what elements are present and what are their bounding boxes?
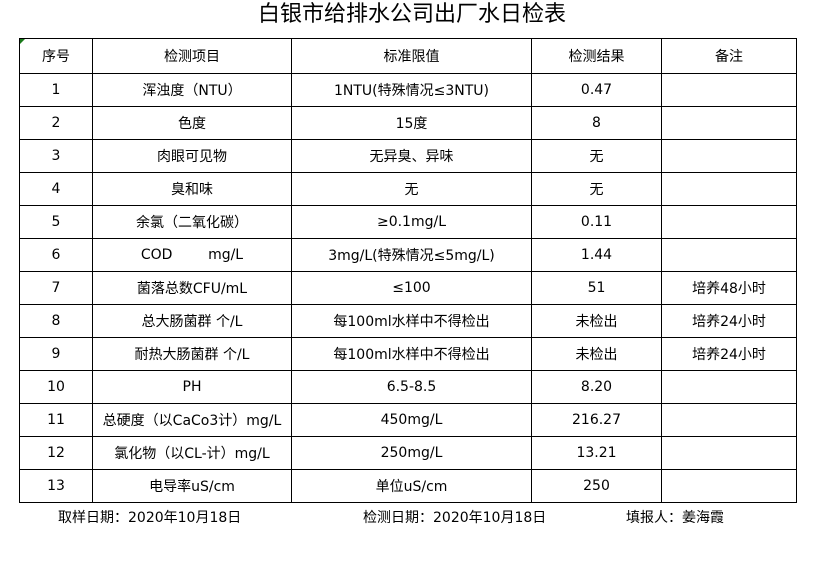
cell-item: 肉眼可见物 [92,139,292,173]
cell-result: 未检出 [531,304,662,338]
cell-result: 0.11 [531,205,662,239]
table-row: 7 菌落总数CFU/mL ≤100 51 培养48小时 [19,271,797,305]
cell-item: 浑浊度（NTU） [92,73,292,107]
cell-item: 余氯（二氧化碳） [92,205,292,239]
cell-result: 无 [531,139,662,173]
table-row: 5 余氯（二氧化碳） ≥0.1mg/L 0.11 [19,205,797,239]
cell-index: 11 [19,403,93,437]
cell-standard: 1NTU(特殊情况≤3NTU) [291,73,532,107]
cell-remark: 培养24小时 [661,304,797,338]
cell-standard: 15度 [291,106,532,140]
table-row: 11 总硬度（以CaCo3计）mg/L 450mg/L 216.27 [19,403,797,437]
cell-standard: 3mg/L(特殊情况≤5mg/L) [291,238,532,272]
cell-standard: 每100ml水样中不得检出 [291,304,532,338]
cell-item: PH [92,370,292,404]
cell-standard: 250mg/L [291,436,532,470]
cell-item: 菌落总数CFU/mL [92,271,292,305]
cell-item: 色度 [92,106,292,140]
header-remark: 备注 [661,38,797,74]
cell-standard: ≥0.1mg/L [291,205,532,239]
table-row: 6 COD mg/L 3mg/L(特殊情况≤5mg/L) 1.44 [19,238,797,272]
table-row: 4 臭和味无无 [19,172,797,206]
cell-standard: 6.5-8.5 [291,370,532,404]
cell-standard: 无异臭、异味 [291,139,532,173]
cell-remark [661,403,797,437]
table-row: 13 电导率uS/cm 单位uS/cm 250 [19,469,797,503]
cell-index: 12 [19,436,93,470]
cell-result: 13.21 [531,436,662,470]
cell-item: 总硬度（以CaCo3计）mg/L [92,403,292,437]
table-row: 10 PH 6.5-8.5 8.20 [19,370,797,404]
table-row: 2 色度 15度 8 [19,106,797,140]
cell-index: 6 [19,238,93,272]
header-row: 序号 检测项目 标准限值 检测结果 备注 [19,38,797,74]
cell-remark [661,139,797,173]
cell-result: 0.47 [531,73,662,107]
cell-remark [661,238,797,272]
header-item: 检测项目 [92,38,292,74]
cell-remark [661,106,797,140]
cell-item: 总大肠菌群 个/L [92,304,292,338]
table-row: 9 耐热大肠菌群 个/L 每100ml水样中不得检出 未检出 培养24小时 [19,337,797,371]
cell-index: 9 [19,337,93,371]
cell-item: COD mg/L [92,238,292,272]
cell-index: 3 [19,139,93,173]
inspection-table: 序号 检测项目 标准限值 检测结果 备注 1 浑浊度（NTU） 1NTU(特殊情况≤3NTU)… [19,38,797,503]
cell-index: 2 [19,106,93,140]
cell-marker-icon [20,39,25,44]
cell-standard: 无 [291,172,532,206]
cell-result: 250 [531,469,662,503]
cell-result: 51 [531,271,662,305]
cell-index: 8 [19,304,93,338]
cell-remark: 培养24小时 [661,337,797,371]
sampling-date: 取样日期：2020年10月18日 [58,510,242,526]
cell-remark [661,172,797,206]
page-title: 白银市给排水公司出厂水日检表 [257,2,566,27]
test-date: 检测日期：2020年10月18日 [363,510,547,526]
header-standard: 标准限值 [291,38,532,74]
cell-item: 氯化物（以CL-计）mg/L [92,436,292,470]
cell-remark: 培养48小时 [661,271,797,305]
cell-index: 5 [19,205,93,239]
cell-index: 1 [19,73,93,107]
cell-standard: 450mg/L [291,403,532,437]
cell-result: 无 [531,172,662,206]
cell-result: 未检出 [531,337,662,371]
cell-item: 电导率uS/cm [92,469,292,503]
cell-index: 7 [19,271,93,305]
table-row: 8 总大肠菌群 个/L 每100ml水样中不得检出 未检出 培养24小时 [19,304,797,338]
cell-index: 13 [19,469,93,503]
cell-index: 10 [19,370,93,404]
cell-remark [661,205,797,239]
header-index: 序号 [19,38,93,74]
cell-standard: 单位uS/cm [291,469,532,503]
cell-item: 臭和味 [92,172,292,206]
cell-result: 8 [531,106,662,140]
table-row: 1 浑浊度（NTU） 1NTU(特殊情况≤3NTU) 0.47 [19,73,797,107]
cell-remark [661,469,797,503]
cell-remark [661,370,797,404]
cell-result: 216.27 [531,403,662,437]
filled-by: 填报人：姜海霞 [626,510,724,526]
cell-result: 8.20 [531,370,662,404]
cell-standard: 每100ml水样中不得检出 [291,337,532,371]
cell-item: 耐热大肠菌群 个/L [92,337,292,371]
cell-index: 4 [19,172,93,206]
table-row: 12 氯化物（以CL-计）mg/L 250mg/L 13.21 [19,436,797,470]
header-result: 检测结果 [531,38,662,74]
cell-standard: ≤100 [291,271,532,305]
cell-remark [661,73,797,107]
table-row: 3 肉眼可见物 无异臭、异味无 [19,139,797,173]
cell-result: 1.44 [531,238,662,272]
cell-remark [661,436,797,470]
